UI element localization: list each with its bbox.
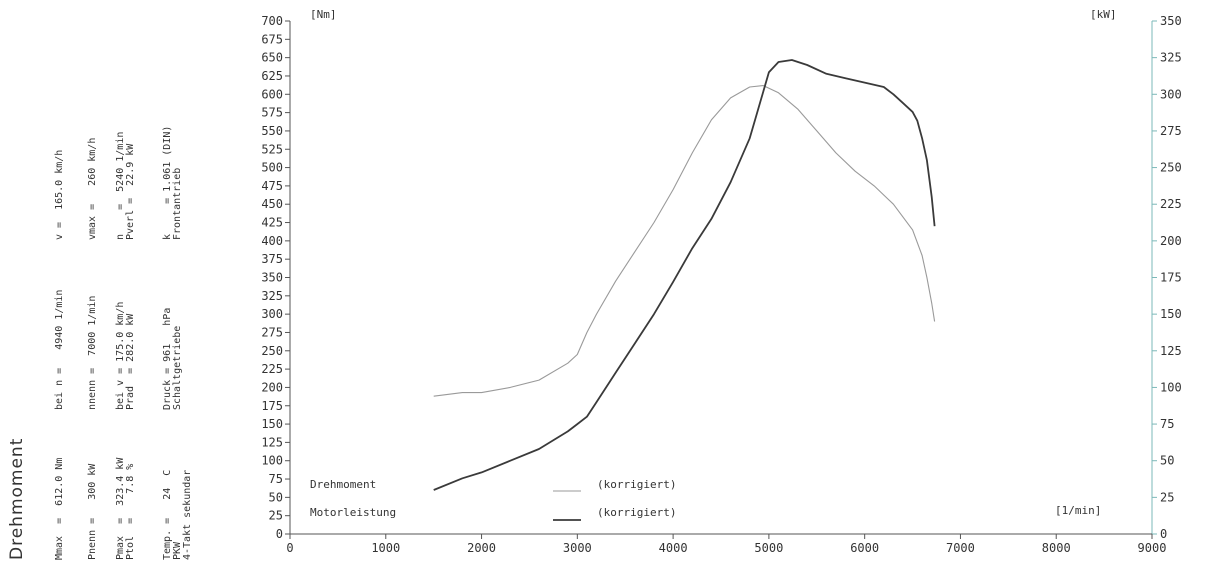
y-right-tick-label: 250: [1160, 161, 1182, 175]
legend-label-motorleistung: Motorleistung: [310, 506, 396, 519]
legend-note-motorleistung: (korrigiert): [597, 506, 676, 519]
y-left-tick-label: 250: [261, 344, 283, 358]
y-left-tick-label: 100: [261, 454, 283, 468]
chart-axes: [289, 21, 1153, 535]
y-left-unit-label: [Nm]: [310, 8, 337, 21]
y-right-tick-label: 325: [1160, 51, 1182, 65]
y-left-tick-label: 400: [261, 234, 283, 248]
x-tick-label: 6000: [850, 541, 879, 555]
x-tick-label: 7000: [946, 541, 975, 555]
y-left-tick-label: 225: [261, 362, 283, 376]
y-left-tick-label: 150: [261, 417, 283, 431]
y-right-tick-label: 200: [1160, 234, 1182, 248]
y-right-tick-label: 225: [1160, 197, 1182, 211]
y-left-tick-label: 0: [276, 527, 283, 541]
y-left-tick-label: 125: [261, 435, 283, 449]
x-tick-label: 4000: [659, 541, 688, 555]
x-axis-ticks: 0 1000 2000 3000 4000 5000 6000 7000 8000 9000: [286, 534, 1166, 555]
x-tick-label: 1000: [371, 541, 400, 555]
y-right-tick-label: 50: [1160, 454, 1174, 468]
y-left-tick-label: 425: [261, 216, 283, 230]
y-left-tick-label: 575: [261, 106, 283, 120]
y-right-tick-label: 100: [1160, 380, 1182, 394]
x-tick-label: 9000: [1138, 541, 1167, 555]
y-right-tick-label: 75: [1160, 417, 1174, 431]
y-left-tick-label: 75: [269, 472, 283, 486]
y-left-tick-label: 475: [261, 179, 283, 193]
y-left-tick-label: 450: [261, 197, 283, 211]
y-left-tick-label: 650: [261, 51, 283, 65]
y-left-tick-label: 200: [261, 380, 283, 394]
y-left-tick-label: 325: [261, 289, 283, 303]
y-left-tick-label: 300: [261, 307, 283, 321]
y-right-tick-label: 150: [1160, 307, 1182, 321]
x-unit-label: [1/min]: [1055, 504, 1101, 517]
y-right-tick-label: 0: [1160, 527, 1167, 541]
y-right-tick-label: 350: [1160, 14, 1182, 28]
y-left-tick-label: 25: [269, 509, 283, 523]
y-right-tick-label: 25: [1160, 490, 1174, 504]
y-left-tick-label: 600: [261, 87, 283, 101]
y-left-tick-label: 175: [261, 399, 283, 413]
y-right-tick-label: 125: [1160, 344, 1182, 358]
series-line-drehmoment: [433, 84, 936, 397]
left-axis-ticks: 0 25 50 75 100 125 150 175 200 225 250 275 300 325 350…: [261, 14, 290, 541]
x-tick-label: 5000: [754, 541, 783, 555]
y-right-tick-label: 275: [1160, 124, 1182, 138]
series-layer: [433, 59, 936, 491]
x-tick-label: 8000: [1042, 541, 1071, 555]
x-tick-label: 2000: [467, 541, 496, 555]
y-left-tick-label: 525: [261, 142, 283, 156]
y-left-tick-label: 275: [261, 325, 283, 339]
y-right-tick-label: 175: [1160, 271, 1182, 285]
y-left-tick-label: 700: [261, 14, 283, 28]
legend-note-drehmoment: (korrigiert): [597, 478, 676, 491]
x-tick-label: 3000: [563, 541, 592, 555]
x-tick-label: 0: [286, 541, 293, 555]
right-axis-ticks: 0 25 50 75 100 125 150 175 200 225 250 275 300 325 350: [1152, 14, 1182, 541]
y-left-tick-label: 625: [261, 69, 283, 83]
legend-label-drehmoment: Drehmoment: [310, 478, 376, 491]
y-left-tick-label: 675: [261, 32, 283, 46]
y-left-tick-label: 500: [261, 161, 283, 175]
y-left-tick-label: 350: [261, 271, 283, 285]
series-line-motorleistung: [433, 59, 936, 491]
y-left-tick-label: 375: [261, 252, 283, 266]
y-right-tick-label: 300: [1160, 87, 1182, 101]
y-left-tick-label: 550: [261, 124, 283, 138]
y-right-unit-label: [kW]: [1090, 8, 1117, 21]
legend: Drehmoment (korrigiert) Motorleistung (k…: [310, 478, 676, 521]
y-left-tick-label: 50: [269, 490, 283, 504]
